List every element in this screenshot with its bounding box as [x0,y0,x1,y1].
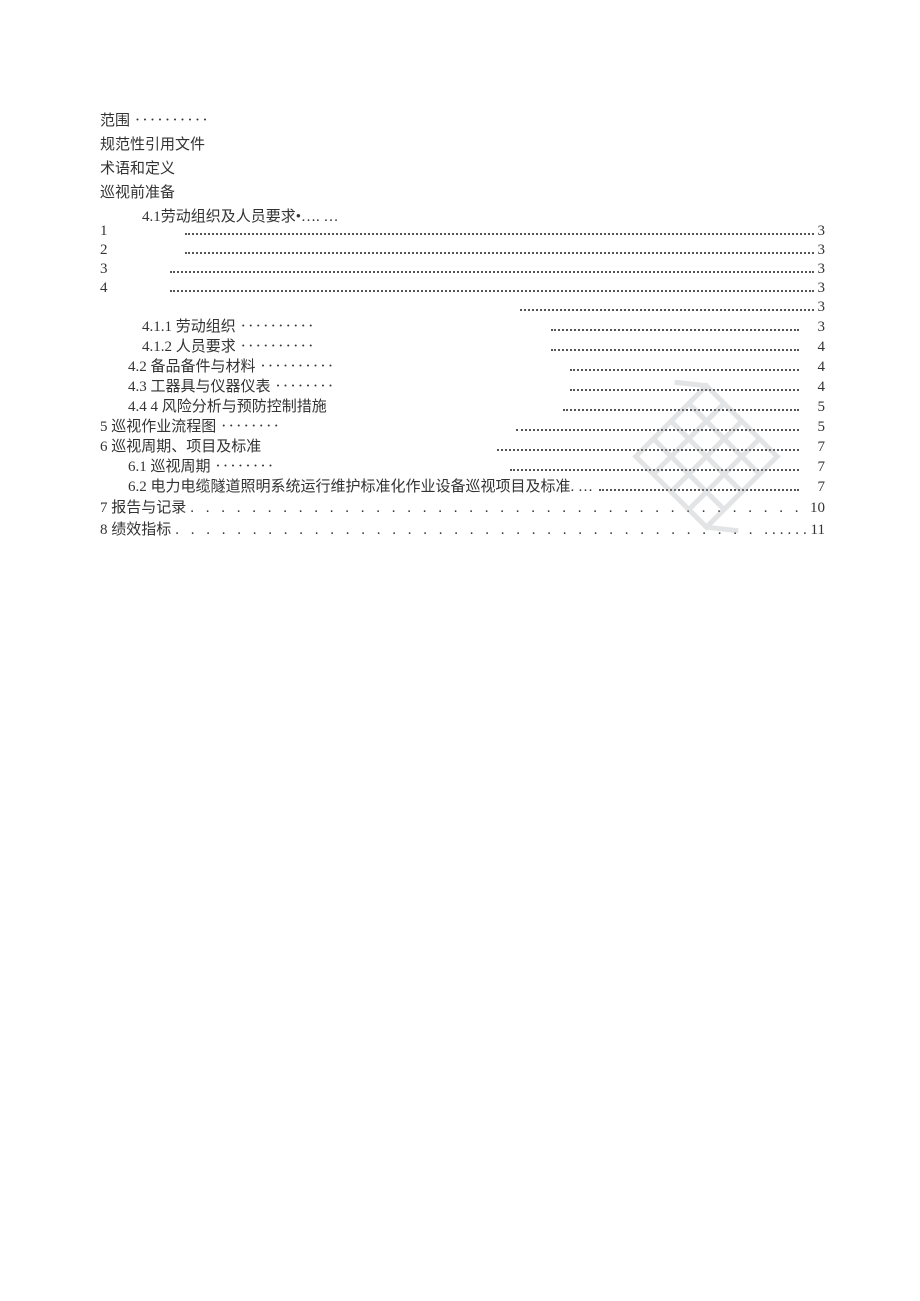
page-number: 3 [805,317,825,337]
toc-row: 4.4 4 风险分析与预防控制措施 5 [128,397,825,417]
toc-label: 6.2 电力电缆隧道照明系统运行维护标准化作业设备巡视项目及标准. … [128,477,593,497]
toc-label: 8 绩效指标 [100,519,171,541]
page-number: 3 [818,260,826,279]
dot-leader [599,489,799,491]
page-number: 4 [805,337,825,357]
page-number: 4 [805,377,825,397]
dot-leader: . . . . . . . . . . . . . . . . . . . . … [171,519,810,541]
page-number: 3 [818,298,826,317]
toc-label: 4.1.1 劳动组织 ‥‥‥‥‥ [142,317,315,337]
toc-label: 5 巡视作业流程图 ‥‥‥‥ [100,417,280,437]
page-number: 10 [810,497,825,519]
toc-label: 4.2 备品备件与材料 ‥‥‥‥‥ [128,357,334,377]
toc-row: 6 巡视周期、项目及标准 7 [100,437,825,457]
dot-leader [516,429,799,431]
page-number: 4 [805,357,825,377]
toc-label: 7 报告与记录 [100,497,186,519]
toc-label: 6.1 巡视周期 ‥‥‥‥ [128,457,274,477]
toc-row: 6.1 巡视周期 ‥‥‥‥ 7 [128,457,825,477]
page-number: 7 [805,477,825,497]
toc-num-row: 1 3 [100,222,825,241]
dot-leader [510,469,799,471]
toc-top-block: 范围 ‥‥‥‥‥ 规范性引用文件 术语和定义 巡视前准备 [100,110,825,204]
page-number: 3 [818,222,826,241]
toc-num-row: 3 3 [100,260,825,279]
toc-row: 7 报告与记录 . . . . . . . . . . . . . . . . … [100,497,825,519]
toc-num-block: 1 3 2 3 3 3 4 3 3 [100,222,825,317]
row-number: 4 [100,279,120,298]
dot-leader [570,369,799,371]
page-number: 5 [805,417,825,437]
dot-leader: . . . . . . . . . . . . . . . . . . . . … [186,497,810,519]
dot-leader [551,329,799,331]
toc-row: 4.1.2 人员要求 ‥‥‥‥‥ 4 [142,337,825,357]
toc-item: 术语和定义 [100,158,825,180]
toc-label: 4.3 工器具与仪器仪表 ‥‥‥‥ [128,377,334,397]
toc-row: 4.2 备品备件与材料 ‥‥‥‥‥ 4 [128,357,825,377]
page-number: 3 [818,279,826,298]
page-number: 11 [811,519,825,541]
dot-leader [170,271,814,273]
row-number: 2 [100,241,120,260]
page-number: 3 [818,241,826,260]
dot-leader [570,389,799,391]
toc-row: 5 巡视作业流程图 ‥‥‥‥ 5 [100,417,825,437]
toc-row: 4.1.1 劳动组织 ‥‥‥‥‥ 3 [142,317,825,337]
dot-leader [551,349,799,351]
toc-bottom-block: 7 报告与记录 . . . . . . . . . . . . . . . . … [100,497,825,541]
toc-num-row: 3 [100,298,825,317]
toc-row: 4.3 工器具与仪器仪表 ‥‥‥‥ 4 [128,377,825,397]
row-number: 3 [100,260,120,279]
toc-row: 6.2 电力电缆隧道照明系统运行维护标准化作业设备巡视项目及标准. … 7 [128,477,825,497]
toc-num-row: 4 3 [100,279,825,298]
toc-num-row: 2 3 [100,241,825,260]
dot-leader [170,290,814,292]
toc-item: 范围 ‥‥‥‥‥ [100,110,825,132]
page-number: 7 [805,437,825,457]
dot-leader [520,309,814,311]
row-number: 1 [100,222,120,241]
page-number: 7 [805,457,825,477]
toc-gap-block: 4.1.1 劳动组织 ‥‥‥‥‥ 3 4.1.2 人员要求 ‥‥‥‥‥ 4 4.… [100,317,825,497]
dot-leader [185,233,814,235]
toc-label: 6 巡视周期、项目及标准 [100,437,261,457]
page-number: 5 [805,397,825,417]
dot-leader [563,409,799,411]
dot-leader [185,252,814,254]
dot-leader [497,449,799,451]
toc-label: 4.1.2 人员要求 ‥‥‥‥‥ [142,337,315,357]
toc-row: 8 绩效指标 . . . . . . . . . . . . . . . . .… [100,519,825,541]
toc-item: 规范性引用文件 [100,134,825,156]
toc-item: 巡视前准备 [100,182,825,204]
toc-label: 4.4 4 风险分析与预防控制措施 [128,397,327,417]
